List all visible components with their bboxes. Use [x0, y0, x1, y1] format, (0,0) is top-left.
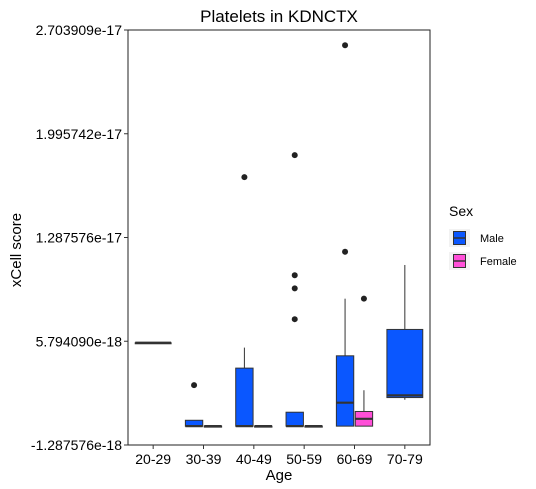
box-rect: [335, 355, 355, 427]
outlier-point: [342, 42, 349, 49]
outlier-point: [291, 272, 298, 279]
chart-title: Platelets in KDNCTX: [200, 7, 358, 26]
box-female-40-49: [254, 425, 273, 428]
box-male-60-69: [335, 42, 355, 427]
box-male-40-49: [235, 174, 254, 428]
outlier-point: [241, 174, 248, 181]
legend-item-female: Female: [449, 252, 517, 270]
x-tick-label: 70-79: [387, 451, 423, 467]
outlier-point: [291, 152, 298, 159]
x-axis: 20-29 30-39 40-49 50-59 60-69 70-79: [135, 445, 423, 467]
x-tick-label: 40-49: [236, 451, 272, 467]
box-male-30-39: [184, 382, 204, 428]
box-male-70-79: [386, 264, 424, 400]
box-rect: [235, 367, 254, 427]
x-tick-label: 50-59: [286, 451, 322, 467]
plot-panel: [127, 29, 431, 446]
legend-items: Male Female: [449, 229, 517, 270]
legend-item-male: Male: [449, 229, 504, 247]
y-axis-label: xCell score: [8, 213, 25, 287]
box-female-60-69: [354, 295, 374, 427]
x-tick-label: 30-39: [186, 451, 222, 467]
box-group: [134, 42, 424, 428]
x-tick-label: 20-29: [135, 451, 171, 467]
legend-item-label: Female: [480, 256, 517, 268]
y-tick-label: 1.995742e-17: [36, 126, 123, 142]
outlier-point: [342, 248, 349, 255]
legend-item-label: Male: [480, 233, 504, 245]
y-tick-label: 2.703909e-17: [36, 22, 123, 38]
box-male-50-59: [285, 152, 304, 428]
box-female-50-59: [304, 425, 323, 428]
y-tick-label: -1.287576e-18: [31, 437, 122, 453]
legend: Sex Male Female: [449, 203, 517, 270]
outlier-point: [191, 382, 198, 389]
outlier-point: [360, 295, 367, 302]
box-rect: [285, 411, 304, 427]
box-rect: [386, 328, 424, 399]
y-tick-label: 1.287576e-17: [36, 229, 123, 245]
outlier-point: [291, 316, 298, 323]
y-tick-label: 5.794090e-18: [36, 333, 123, 349]
legend-title: Sex: [449, 203, 473, 219]
box-female-30-39: [203, 425, 223, 428]
x-tick-label: 60-69: [337, 451, 373, 467]
y-axis: -1.287576e-18 5.794090e-18 1.287576e-17 1.9…: [31, 22, 128, 453]
box-male-20-29: [134, 341, 172, 345]
x-axis-label: Age: [266, 467, 293, 484]
outlier-point: [291, 285, 298, 292]
